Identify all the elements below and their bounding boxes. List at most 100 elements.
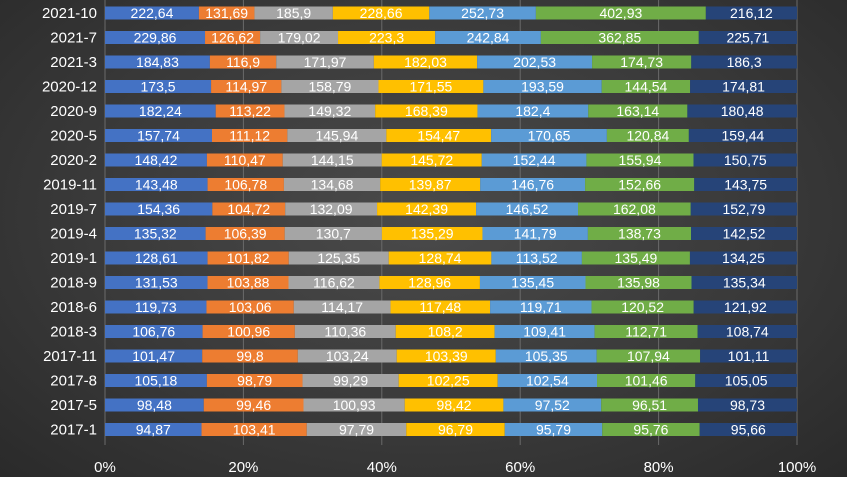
data-label: 100,93: [333, 397, 376, 413]
bar-segment: [105, 129, 212, 142]
data-label: 152,66: [618, 177, 661, 193]
data-label: 113,52: [516, 250, 558, 266]
bar-segment: [105, 153, 207, 167]
bar-segment: [254, 6, 333, 20]
data-label: 99,8: [236, 348, 263, 364]
bar-segment: [380, 178, 481, 191]
bar-segment: [105, 423, 202, 436]
data-label: 131,53: [135, 275, 178, 291]
bar-segment: [306, 423, 407, 436]
data-label: 107,94: [627, 348, 670, 364]
bar-segment: [105, 31, 206, 44]
bar-segment: [207, 178, 284, 191]
data-label: 103,06: [229, 299, 272, 315]
data-label: 173,5: [141, 79, 176, 95]
data-label: 125,35: [317, 250, 360, 266]
bar-segment: [105, 349, 203, 363]
bar-segment: [215, 104, 285, 118]
bar-segment: [202, 349, 298, 363]
data-label: 112,71: [625, 324, 667, 340]
bar-segment: [491, 129, 607, 142]
data-label: 154,47: [417, 128, 460, 144]
bar-segment: [105, 398, 204, 412]
bar-segment: [587, 227, 692, 240]
bar-segment: [201, 423, 307, 436]
data-label: 128,96: [408, 275, 451, 291]
bar-segment: [284, 227, 382, 240]
data-label: 144,54: [625, 79, 668, 95]
bar-segment: [481, 153, 587, 167]
bar-segment: [406, 423, 505, 436]
data-label: 144,15: [311, 152, 354, 168]
data-label: 110,36: [324, 324, 366, 340]
data-label: 242,84: [467, 30, 510, 46]
bar-segment: [285, 202, 378, 216]
bar-segment: [205, 31, 261, 44]
data-label: 179,02: [278, 30, 321, 46]
data-label: 128,74: [419, 250, 462, 266]
bar-segment: [690, 202, 797, 216]
data-label: 96,79: [438, 422, 473, 438]
data-label: 171,55: [410, 79, 453, 95]
bar-segment: [211, 80, 282, 93]
bar-segment: [495, 349, 597, 363]
data-label: 110,47: [224, 152, 266, 168]
data-label: 111,12: [229, 128, 270, 144]
data-label: 126,62: [211, 30, 254, 46]
data-label: 142,39: [405, 201, 448, 217]
x-tick-label: 20%: [228, 459, 258, 476]
category-label: 2019-11: [43, 177, 97, 194]
data-label: 225,71: [726, 30, 769, 46]
bar-segment: [693, 153, 797, 167]
data-label: 184,83: [136, 54, 179, 70]
bar-segment: [282, 153, 382, 167]
bar-segment: [482, 227, 588, 240]
bar-segment: [606, 129, 689, 142]
data-label: 170,65: [528, 128, 571, 144]
bar-segment: [689, 251, 797, 265]
bar-segment: [198, 6, 255, 20]
bar-segment: [586, 153, 694, 167]
data-label: 182,03: [404, 54, 447, 70]
data-label: 95,66: [731, 422, 766, 438]
bar-segment: [690, 80, 797, 93]
bar-segment: [388, 251, 492, 265]
data-label: 135,32: [134, 226, 177, 242]
bar-segment: [206, 374, 303, 387]
bar-segment: [390, 300, 491, 314]
bar-segment: [105, 202, 213, 216]
bar-segment: [480, 178, 586, 191]
data-label: 185,9: [276, 5, 311, 21]
bar-segment: [596, 349, 701, 363]
data-label: 106,76: [132, 324, 175, 340]
bar-segment: [287, 129, 387, 142]
bar-segment: [479, 276, 586, 289]
bar-segment: [691, 55, 797, 69]
data-label: 168,39: [405, 103, 448, 119]
bar-segment: [288, 276, 380, 289]
category-label: 2018-9: [50, 275, 97, 292]
data-label: 101,11: [728, 348, 770, 364]
bar-segment: [594, 325, 698, 338]
data-label: 152,79: [722, 201, 765, 217]
data-label: 101,46: [625, 373, 668, 389]
bar-segment: [540, 31, 699, 44]
data-label: 135,29: [411, 226, 454, 242]
bar-segment: [396, 349, 496, 363]
bar-segment: [705, 6, 797, 20]
bar-segment: [105, 300, 207, 314]
data-label: 171,97: [304, 54, 347, 70]
bar-segment: [477, 104, 589, 118]
data-label: 120,52: [621, 299, 664, 315]
data-label: 97,52: [535, 397, 570, 413]
data-label: 101,82: [227, 250, 270, 266]
data-label: 142,52: [723, 226, 766, 242]
category-label: 2020-2: [50, 152, 97, 169]
data-label: 134,68: [311, 177, 354, 193]
x-tick-label: 80%: [644, 459, 674, 476]
data-label: 152,44: [513, 152, 556, 168]
bar-segment: [483, 80, 602, 93]
data-label: 120,84: [626, 128, 669, 144]
bar-segment: [697, 325, 797, 338]
category-label: 2019-4: [50, 226, 97, 243]
